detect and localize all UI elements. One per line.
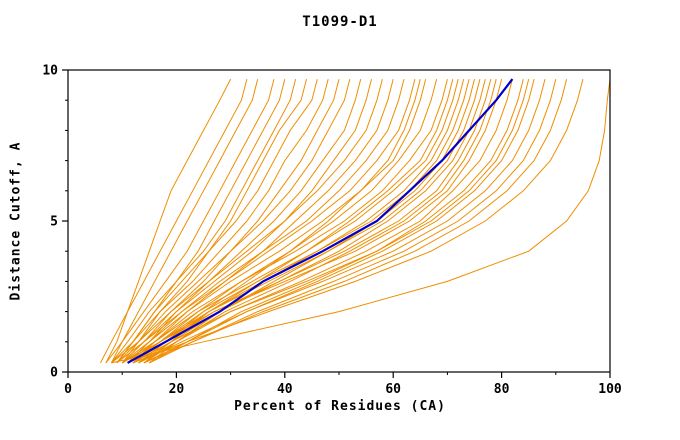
y-tick-label: 10 [42,64,58,79]
model-line [138,78,513,364]
model-line [111,79,611,364]
model-line [127,78,362,364]
model-line [143,78,497,364]
model-line [127,78,405,364]
model-line [132,78,394,364]
model-line [116,78,416,364]
model-line [138,78,421,364]
model-line [143,78,535,364]
model-line [121,78,503,364]
model-line [127,78,448,364]
x-tick-label: 100 [598,382,622,397]
model-line [121,78,340,364]
x-tick-label: 0 [64,382,72,397]
model-line [138,78,546,364]
model-line [127,78,481,364]
model-line [121,78,459,364]
model-line [132,78,584,364]
x-tick-label: 40 [277,382,293,397]
model-line [132,78,530,364]
model-line [111,78,297,364]
x-axis-label: Percent of Residues (CA) [234,399,446,414]
model-line [111,78,383,364]
model-line [143,78,568,364]
model-line [116,78,351,364]
x-tick-label: 60 [385,382,401,397]
model-line [105,78,275,364]
model-line [121,78,307,364]
highlight-line [127,78,514,364]
model-line [110,78,259,364]
y-tick-label: 5 [50,215,58,230]
model-line [132,78,438,364]
y-tick-label: 0 [50,366,58,381]
model-line [111,78,329,364]
chart-title: T1099-D1 [302,14,378,30]
x-tick-label: 80 [494,382,510,397]
model-line [100,78,248,364]
x-tick-label: 20 [169,382,185,397]
model-line [121,78,427,364]
model-line [149,78,557,364]
model-line [105,78,232,364]
model-line [138,78,465,364]
model-line [116,78,318,364]
model-line [149,78,524,364]
model-line [132,78,470,364]
